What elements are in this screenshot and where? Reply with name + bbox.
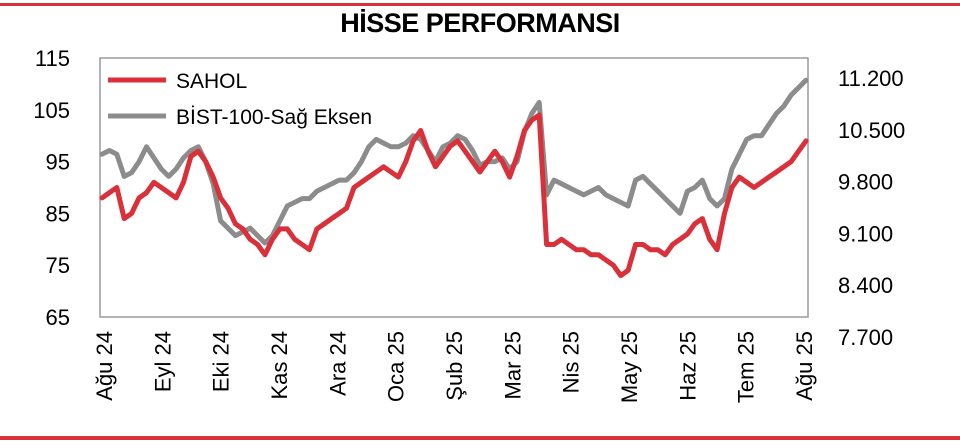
- y-right-tick-label: 9.800: [838, 170, 893, 195]
- y-right-tick-label: 10.500: [838, 118, 905, 143]
- y-left-tick-label: 65: [46, 305, 70, 330]
- x-tick-label: Ara 24: [325, 331, 350, 396]
- chart-title: HİSSE PERFORMANSI: [340, 8, 620, 38]
- x-tick-label: Oca 25: [384, 331, 409, 402]
- x-tick-label: Haz 25: [675, 331, 700, 401]
- x-tick-label: Nis 25: [559, 331, 584, 393]
- x-tick-label: Tem 25: [734, 331, 759, 403]
- y-left-tick-label: 105: [33, 98, 70, 123]
- plot-frame: [99, 57, 809, 318]
- y-left-tick-label: 85: [46, 201, 70, 226]
- x-tick-label: Kas 24: [267, 331, 292, 400]
- x-tick-label: Mar 25: [500, 331, 525, 399]
- x-tick-label: Ağu 25: [792, 331, 817, 401]
- legend-label-sahol: SAHOL: [176, 70, 247, 93]
- legend-label-bist100: BİST-100-Sağ Eksen: [176, 106, 372, 129]
- y-right-tick-label: 8.400: [838, 273, 893, 298]
- x-tick-label: May 25: [617, 331, 642, 403]
- series-line-bist100: [99, 77, 809, 246]
- x-tick-label: Şub 25: [442, 331, 467, 401]
- x-tick-label: Eyl 24: [150, 331, 175, 392]
- y-right-tick-label: 7.700: [838, 325, 893, 350]
- top-rule: [0, 3, 960, 6]
- y-left-tick-label: 75: [46, 253, 70, 278]
- x-tick-label: Eki 24: [209, 331, 234, 392]
- y-right-tick-label: 9.100: [838, 221, 893, 246]
- x-tick-label: Ağu 24: [92, 331, 117, 401]
- series-line-sahol: [99, 112, 809, 279]
- y-right-tick-label: 11.200: [838, 66, 904, 91]
- bottom-rule: [0, 436, 960, 440]
- y-left-tick-label: 95: [46, 150, 70, 175]
- y-left-tick-label: 115: [35, 46, 70, 71]
